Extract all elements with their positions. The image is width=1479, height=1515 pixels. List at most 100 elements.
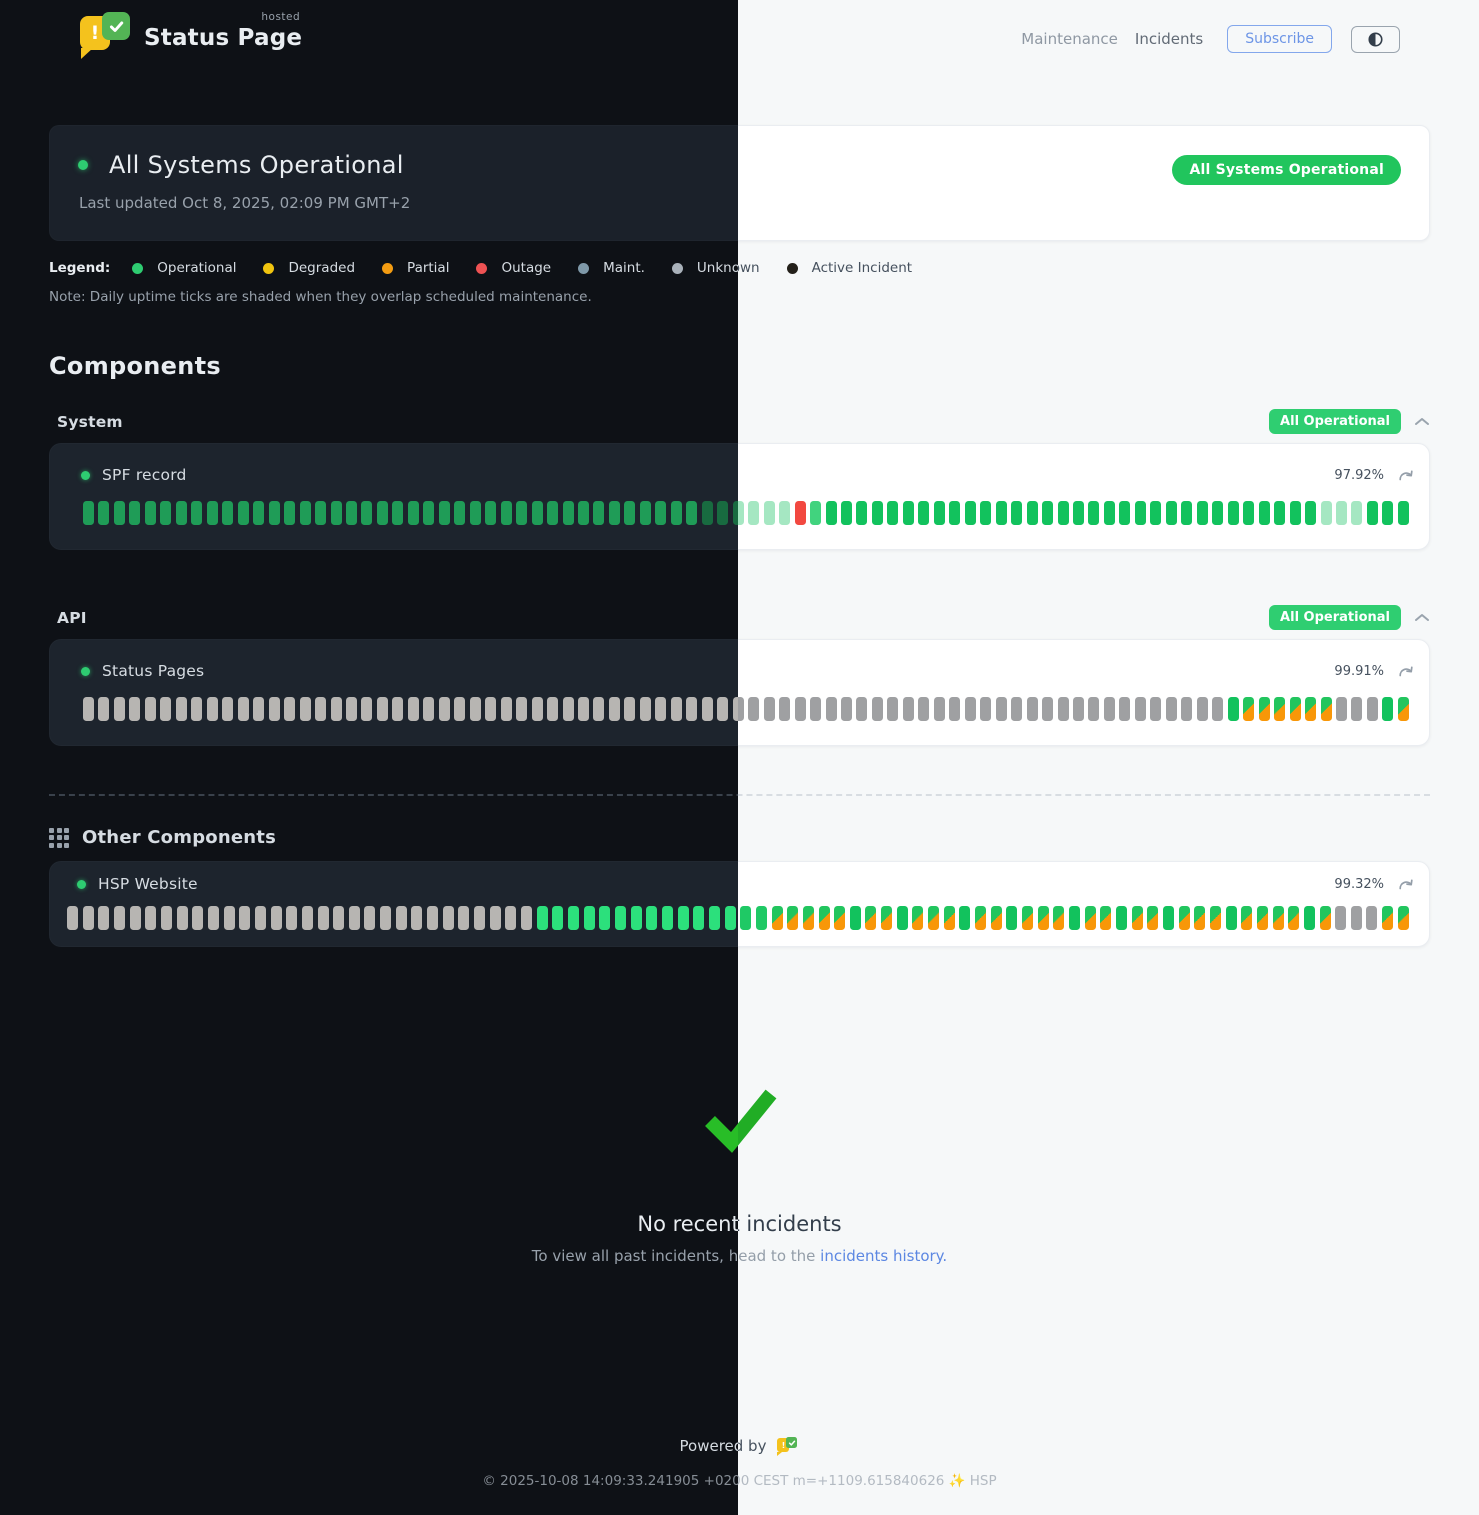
- uptime-tick[interactable]: [1288, 906, 1300, 930]
- uptime-tick[interactable]: [787, 906, 799, 930]
- uptime-tick[interactable]: [794, 697, 806, 721]
- uptime-tick[interactable]: [531, 697, 543, 721]
- uptime-tick[interactable]: [1366, 501, 1378, 525]
- uptime-tick[interactable]: [1289, 697, 1301, 721]
- uptime-tick[interactable]: [253, 501, 265, 525]
- uptime-tick[interactable]: [315, 501, 327, 525]
- uptime-tick[interactable]: [333, 906, 345, 930]
- uptime-tick[interactable]: [1272, 906, 1284, 930]
- uptime-tick[interactable]: [395, 906, 407, 930]
- uptime-tick[interactable]: [990, 906, 1002, 930]
- uptime-tick[interactable]: [1241, 906, 1253, 930]
- uptime-tick[interactable]: [902, 697, 914, 721]
- uptime-tick[interactable]: [661, 906, 673, 930]
- uptime-tick[interactable]: [407, 501, 419, 525]
- uptime-tick[interactable]: [1088, 697, 1100, 721]
- uptime-tick[interactable]: [933, 697, 945, 721]
- uptime-tick[interactable]: [995, 501, 1007, 525]
- uptime-tick[interactable]: [949, 501, 961, 525]
- uptime-tick[interactable]: [779, 697, 791, 721]
- uptime-tick[interactable]: [949, 697, 961, 721]
- uptime-tick[interactable]: [345, 697, 357, 721]
- uptime-tick[interactable]: [724, 906, 736, 930]
- uptime-tick[interactable]: [1119, 501, 1131, 525]
- theme-toggle-button[interactable]: [1351, 25, 1400, 53]
- uptime-tick[interactable]: [1088, 501, 1100, 525]
- uptime-tick[interactable]: [763, 697, 775, 721]
- uptime-tick[interactable]: [849, 906, 861, 930]
- uptime-tick[interactable]: [1212, 697, 1224, 721]
- uptime-tick[interactable]: [810, 501, 822, 525]
- uptime-tick[interactable]: [1351, 697, 1363, 721]
- uptime-tick[interactable]: [871, 697, 883, 721]
- uptime-tick[interactable]: [330, 697, 342, 721]
- uptime-tick[interactable]: [933, 501, 945, 525]
- uptime-tick[interactable]: [438, 697, 450, 721]
- uptime-tick[interactable]: [160, 906, 172, 930]
- uptime-tick[interactable]: [856, 697, 868, 721]
- nav-incidents[interactable]: Incidents: [1134, 30, 1204, 48]
- uptime-tick[interactable]: [887, 697, 899, 721]
- uptime-tick[interactable]: [361, 501, 373, 525]
- uptime-tick[interactable]: [423, 501, 435, 525]
- uptime-tick[interactable]: [505, 906, 517, 930]
- uptime-tick[interactable]: [646, 906, 658, 930]
- uptime-tick[interactable]: [364, 906, 376, 930]
- uptime-tick[interactable]: [1131, 906, 1143, 930]
- uptime-tick[interactable]: [686, 501, 698, 525]
- uptime-tick[interactable]: [1305, 501, 1317, 525]
- uptime-tick[interactable]: [1212, 501, 1224, 525]
- uptime-tick[interactable]: [192, 906, 204, 930]
- uptime-tick[interactable]: [856, 501, 868, 525]
- uptime-tick[interactable]: [1366, 697, 1378, 721]
- uptime-tick[interactable]: [284, 697, 296, 721]
- uptime-tick[interactable]: [500, 697, 512, 721]
- refresh-icon[interactable]: [1399, 879, 1413, 890]
- uptime-tick[interactable]: [794, 501, 806, 525]
- uptime-tick[interactable]: [485, 501, 497, 525]
- uptime-tick[interactable]: [254, 906, 266, 930]
- uptime-tick[interactable]: [670, 697, 682, 721]
- uptime-tick[interactable]: [1196, 697, 1208, 721]
- uptime-tick[interactable]: [748, 501, 760, 525]
- uptime-tick[interactable]: [1397, 697, 1409, 721]
- uptime-tick[interactable]: [779, 501, 791, 525]
- uptime-tick[interactable]: [222, 697, 234, 721]
- uptime-tick[interactable]: [547, 697, 559, 721]
- uptime-tick[interactable]: [1147, 906, 1159, 930]
- uptime-tick[interactable]: [562, 697, 574, 721]
- uptime-tick[interactable]: [840, 697, 852, 721]
- uptime-tick[interactable]: [1196, 501, 1208, 525]
- uptime-tick[interactable]: [348, 906, 360, 930]
- uptime-tick[interactable]: [1057, 697, 1069, 721]
- uptime-tick[interactable]: [1026, 697, 1038, 721]
- uptime-tick[interactable]: [1073, 501, 1084, 525]
- uptime-tick[interactable]: [834, 906, 846, 930]
- uptime-tick[interactable]: [763, 501, 775, 525]
- uptime-tick[interactable]: [1258, 697, 1270, 721]
- uptime-tick[interactable]: [469, 501, 481, 525]
- uptime-tick[interactable]: [485, 697, 497, 721]
- uptime-tick[interactable]: [593, 501, 605, 525]
- uptime-tick[interactable]: [521, 906, 533, 930]
- uptime-tick[interactable]: [655, 501, 667, 525]
- uptime-tick[interactable]: [160, 501, 172, 525]
- uptime-tick[interactable]: [83, 697, 94, 721]
- uptime-tick[interactable]: [237, 501, 249, 525]
- uptime-tick[interactable]: [655, 697, 667, 721]
- uptime-tick[interactable]: [583, 906, 595, 930]
- uptime-tick[interactable]: [912, 906, 924, 930]
- uptime-tick[interactable]: [500, 501, 512, 525]
- uptime-tick[interactable]: [701, 501, 713, 525]
- uptime-tick[interactable]: [145, 906, 157, 930]
- uptime-tick[interactable]: [614, 906, 626, 930]
- uptime-tick[interactable]: [144, 697, 156, 721]
- uptime-tick[interactable]: [1022, 906, 1034, 930]
- uptime-tick[interactable]: [887, 501, 899, 525]
- uptime-tick[interactable]: [840, 501, 852, 525]
- uptime-tick[interactable]: [299, 501, 311, 525]
- chevron-up-icon[interactable]: [1414, 417, 1430, 426]
- uptime-tick[interactable]: [1320, 501, 1332, 525]
- uptime-tick[interactable]: [175, 697, 187, 721]
- uptime-tick[interactable]: [677, 906, 689, 930]
